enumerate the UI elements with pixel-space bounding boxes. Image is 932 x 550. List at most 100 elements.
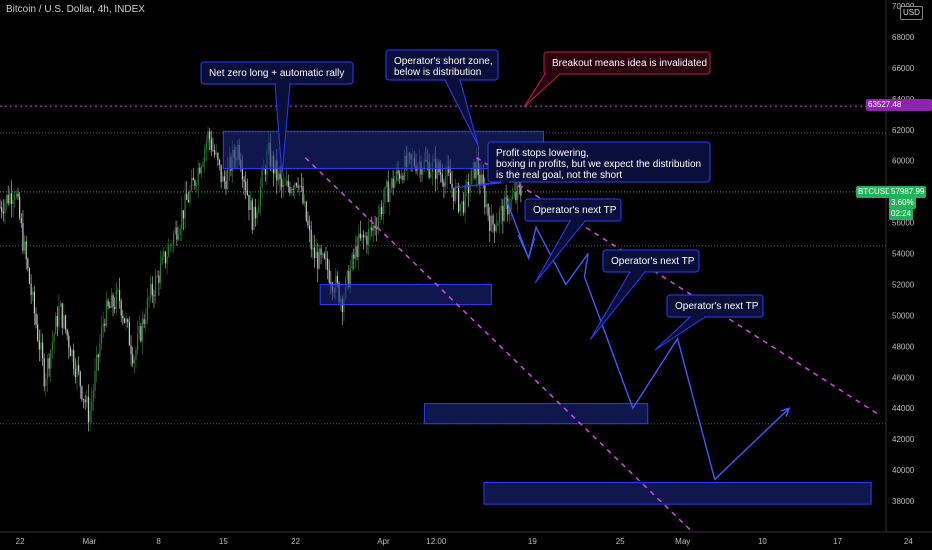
candle-body: [130, 345, 132, 355]
candle-body: [114, 307, 116, 310]
candle-body: [254, 206, 257, 219]
candle-body: [448, 166, 450, 173]
candle-body: [51, 342, 54, 351]
candle-body: [115, 290, 117, 310]
last-price-badge: 57987.99: [889, 186, 927, 198]
candle-body: [258, 206, 260, 214]
candle-body: [199, 167, 201, 174]
candle-body: [402, 175, 404, 180]
candle-body: [74, 368, 76, 378]
candle-body: [60, 303, 62, 307]
candle-body: [435, 158, 437, 180]
candle-body: [369, 227, 371, 230]
candle-body: [173, 234, 175, 245]
candle-body: [207, 131, 209, 143]
candle-body: [22, 223, 24, 251]
candle-body: [176, 227, 178, 240]
candle-body: [123, 318, 126, 323]
candle-body: [394, 180, 396, 188]
candle-body: [184, 193, 186, 219]
candle-body: [279, 173, 281, 180]
candle-body: [220, 164, 222, 182]
x-tick-label: 17: [833, 537, 842, 546]
candle-body: [45, 378, 47, 387]
candle-body: [84, 399, 86, 403]
candle-body: [248, 194, 250, 210]
candle-body: [127, 319, 129, 322]
candle-body: [459, 204, 461, 212]
candle-body: [326, 258, 329, 270]
candle-body: [317, 251, 319, 269]
candle-body: [451, 183, 453, 189]
time-axis[interactable]: 22 Mar 8 15 22 Apr 12:00 19 25 May 10 17 24: [0, 531, 932, 546]
candle-body: [300, 185, 302, 187]
candle-body: [76, 365, 78, 378]
candle-body: [353, 254, 355, 259]
candle-body: [507, 198, 509, 215]
candle-body: [310, 230, 312, 250]
candle-body: [138, 326, 140, 334]
candle-body: [25, 241, 27, 259]
candle-body: [251, 200, 253, 230]
candle-body: [323, 253, 325, 259]
candle-body: [215, 153, 217, 155]
candle-body: [485, 204, 488, 208]
candle-body: [259, 186, 262, 207]
candle-body: [346, 270, 348, 280]
annotations: Net zero long + automatic rally Operator'…: [200, 49, 764, 351]
tp-box-3: [483, 481, 872, 505]
y-tick-label: 56000: [892, 219, 915, 228]
candle-body: [68, 335, 70, 348]
candle-body: [14, 196, 16, 201]
y-tick-label: 40000: [892, 466, 915, 475]
candle-body: [41, 342, 44, 359]
candle-body: [79, 371, 81, 387]
candle-body: [430, 172, 432, 178]
candle-body: [118, 290, 121, 301]
y-tick-label: 38000: [892, 497, 915, 506]
candle-body: [120, 300, 122, 316]
candle-body: [502, 205, 504, 222]
candle-body: [482, 174, 484, 186]
candle-body: [218, 159, 221, 165]
candle-body: [322, 253, 324, 256]
candle-body: [497, 222, 499, 226]
candle-body: [498, 211, 501, 223]
candle-body: [359, 233, 361, 239]
candle-body: [392, 178, 394, 188]
candle-body: [469, 184, 471, 194]
currency-badge[interactable]: USD: [900, 6, 923, 20]
candle-body: [302, 186, 304, 204]
candle-body: [508, 209, 511, 215]
candle-body: [245, 181, 247, 191]
candle-body: [356, 246, 358, 257]
callout-text: is the real goal, not the short: [496, 170, 622, 181]
candle-body: [453, 188, 455, 202]
candle-body: [243, 179, 245, 182]
candle-body: [364, 235, 366, 238]
candle-body: [17, 193, 19, 197]
candle-body: [466, 181, 468, 185]
candle-body: [367, 229, 370, 245]
candle-body: [73, 350, 75, 369]
candle-body: [377, 216, 379, 229]
candle-body: [4, 203, 6, 214]
candle-body: [385, 181, 388, 187]
candle-body: [66, 329, 68, 336]
candle-body: [179, 228, 181, 236]
candle-body: [2, 211, 4, 214]
x-tick-label: Mar: [82, 537, 96, 546]
candle-body: [12, 200, 14, 204]
candle-body: [200, 166, 203, 174]
callout-pointer-join: [691, 315, 704, 318]
candle-body: [371, 227, 373, 231]
candle-body: [9, 193, 11, 204]
x-tick-label: 15: [219, 537, 228, 546]
callout-text: Operator's next TP: [675, 301, 759, 312]
candle-body: [517, 185, 519, 201]
candle-body: [87, 396, 90, 423]
candle-body: [349, 268, 352, 288]
candle-body: [32, 291, 34, 295]
callout-pointer-join: [501, 180, 509, 183]
